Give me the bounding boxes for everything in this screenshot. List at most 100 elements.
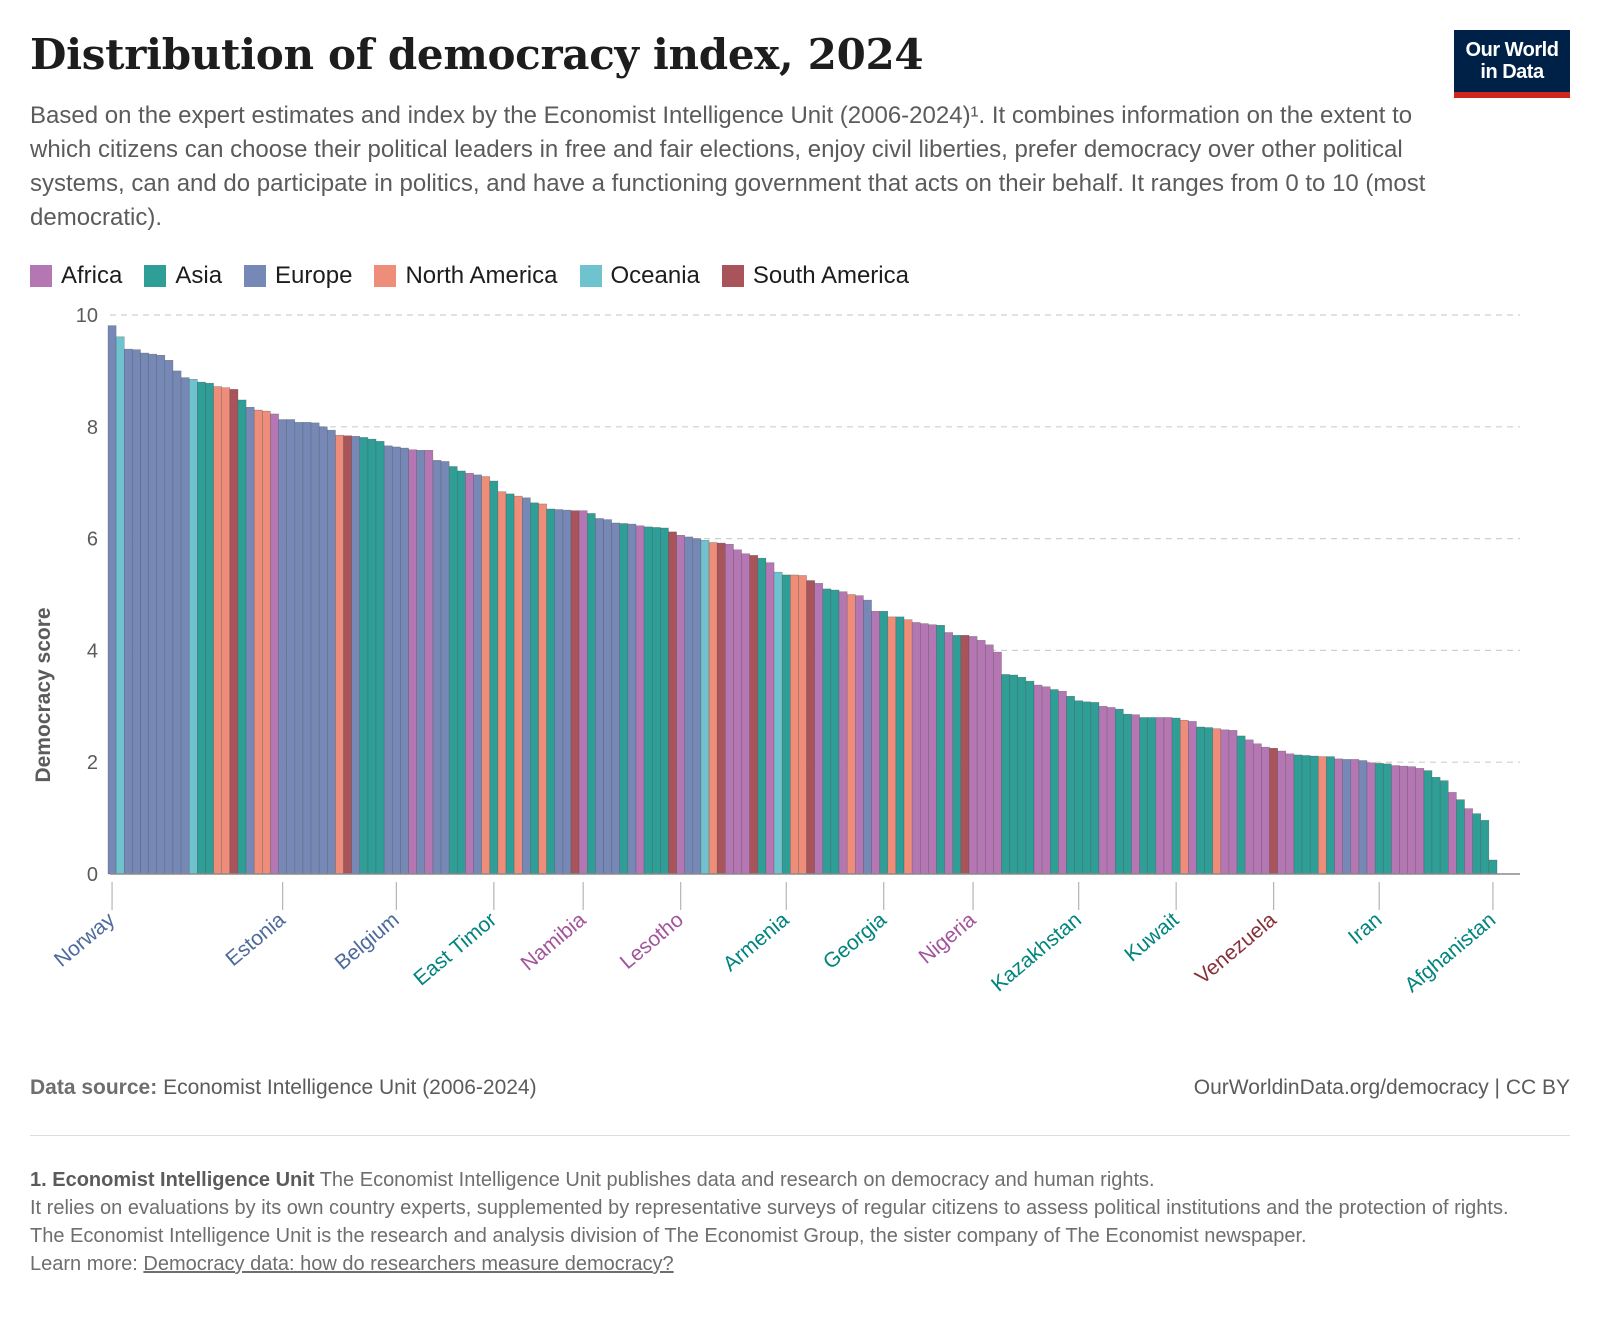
bar-asia[interactable] <box>375 441 385 875</box>
bar-europe[interactable] <box>318 426 328 875</box>
bar-africa[interactable] <box>725 543 734 875</box>
bar-asia[interactable] <box>1139 717 1148 875</box>
bar-north-america[interactable] <box>213 386 222 875</box>
bar-europe[interactable] <box>554 509 564 875</box>
bar-north-america[interactable] <box>481 476 491 875</box>
bar-asia[interactable] <box>457 470 466 875</box>
bar-europe[interactable] <box>692 538 702 875</box>
bar-north-america[interactable] <box>846 594 856 875</box>
bar-africa[interactable] <box>635 525 645 875</box>
bar-africa[interactable] <box>1448 792 1457 875</box>
bar-europe[interactable] <box>1358 760 1368 875</box>
bar-north-america[interactable] <box>221 387 231 875</box>
bar-asia[interactable] <box>1066 695 1075 875</box>
bar-asia[interactable] <box>781 574 791 875</box>
bar-asia[interactable] <box>952 635 962 875</box>
bar-africa[interactable] <box>838 591 848 875</box>
bar-asia[interactable] <box>505 493 515 875</box>
bar-asia[interactable] <box>530 502 539 875</box>
bar-africa[interactable] <box>1041 686 1051 875</box>
bar-africa[interactable] <box>408 449 417 875</box>
bar-europe[interactable] <box>432 460 442 875</box>
bar-asia[interactable] <box>660 527 669 875</box>
bar-europe[interactable] <box>627 523 637 875</box>
bar-asia[interactable] <box>546 508 556 875</box>
bar-europe[interactable] <box>522 497 531 875</box>
bar-north-america[interactable] <box>1318 756 1327 875</box>
legend-item-north-america[interactable]: North America <box>374 262 558 290</box>
bar-asia[interactable] <box>1025 680 1035 875</box>
bar-oceania[interactable] <box>773 571 783 875</box>
bar-africa[interactable] <box>676 535 685 875</box>
bar-south-america[interactable] <box>570 510 580 875</box>
bar-africa[interactable] <box>1220 729 1230 875</box>
bar-europe[interactable] <box>286 419 296 875</box>
bar-asia[interactable] <box>1082 701 1092 875</box>
bar-africa[interactable] <box>985 644 994 875</box>
bar-north-america[interactable] <box>538 503 547 875</box>
bar-europe[interactable] <box>124 348 133 875</box>
bar-asia[interactable] <box>643 526 653 875</box>
bar-asia[interactable] <box>359 437 369 875</box>
bar-africa[interactable] <box>1285 753 1295 875</box>
bar-asia[interactable] <box>237 399 247 875</box>
legend-item-south-america[interactable]: South America <box>721 262 909 290</box>
bar-africa[interactable] <box>1106 707 1116 875</box>
bar-asia[interactable] <box>830 589 840 875</box>
bar-asia[interactable] <box>1480 820 1490 875</box>
bar-europe[interactable] <box>148 353 157 875</box>
bar-oceania[interactable] <box>115 336 125 875</box>
bar-europe[interactable] <box>595 518 604 875</box>
bar-asia[interactable] <box>1196 726 1205 875</box>
bar-europe[interactable] <box>310 422 320 875</box>
bar-europe[interactable] <box>278 419 287 875</box>
bar-africa[interactable] <box>765 562 775 875</box>
legend-item-africa[interactable]: Africa <box>30 262 122 290</box>
bar-asia[interactable] <box>651 527 661 875</box>
bar-asia[interactable] <box>1147 717 1157 875</box>
bar-africa[interactable] <box>1334 758 1343 875</box>
bar-europe[interactable] <box>245 406 255 875</box>
bar-south-america[interactable] <box>668 531 677 875</box>
bar-europe[interactable] <box>302 422 312 875</box>
bar-africa[interactable] <box>920 623 929 875</box>
bar-north-america[interactable] <box>1212 728 1222 875</box>
bar-asia[interactable] <box>1017 676 1027 875</box>
bar-africa[interactable] <box>270 413 279 875</box>
bar-africa[interactable] <box>1253 743 1262 875</box>
bar-north-america[interactable] <box>1179 720 1189 875</box>
bar-africa[interactable] <box>578 510 588 875</box>
bar-north-america[interactable] <box>798 575 807 875</box>
bar-asia[interactable] <box>1204 727 1213 875</box>
bar-south-america[interactable] <box>749 555 759 875</box>
bar-africa[interactable] <box>1058 690 1067 875</box>
bar-africa[interactable] <box>1155 717 1165 875</box>
bar-europe[interactable] <box>132 349 141 875</box>
bar-europe[interactable] <box>294 422 304 875</box>
bar-north-america[interactable] <box>887 616 897 875</box>
bar-north-america[interactable] <box>513 495 523 875</box>
bar-south-america[interactable] <box>1269 747 1278 875</box>
bar-africa[interactable] <box>944 632 954 875</box>
bar-africa[interactable] <box>1261 746 1270 875</box>
bar-europe[interactable] <box>156 355 166 875</box>
bar-europe[interactable] <box>416 450 426 875</box>
bar-europe[interactable] <box>392 446 401 875</box>
bar-asia[interactable] <box>619 523 629 875</box>
bar-africa[interactable] <box>1131 714 1140 875</box>
bar-south-america[interactable] <box>806 580 815 875</box>
bar-europe[interactable] <box>180 377 190 875</box>
bar-asia[interactable] <box>489 480 499 875</box>
bar-asia[interactable] <box>1383 763 1392 875</box>
bar-south-america[interactable] <box>229 389 239 875</box>
bar-asia[interactable] <box>1114 708 1124 875</box>
bar-oceania[interactable] <box>700 540 710 875</box>
bar-europe[interactable] <box>473 474 482 875</box>
bar-asia[interactable] <box>1326 756 1335 875</box>
learn-more-link[interactable]: Democracy data: how do researchers measu… <box>143 1253 674 1275</box>
bar-asia[interactable] <box>757 557 767 875</box>
bar-africa[interactable] <box>741 553 750 875</box>
bar-north-america[interactable] <box>497 491 507 875</box>
bar-asia[interactable] <box>1123 713 1132 875</box>
bar-africa[interactable] <box>1415 768 1425 875</box>
